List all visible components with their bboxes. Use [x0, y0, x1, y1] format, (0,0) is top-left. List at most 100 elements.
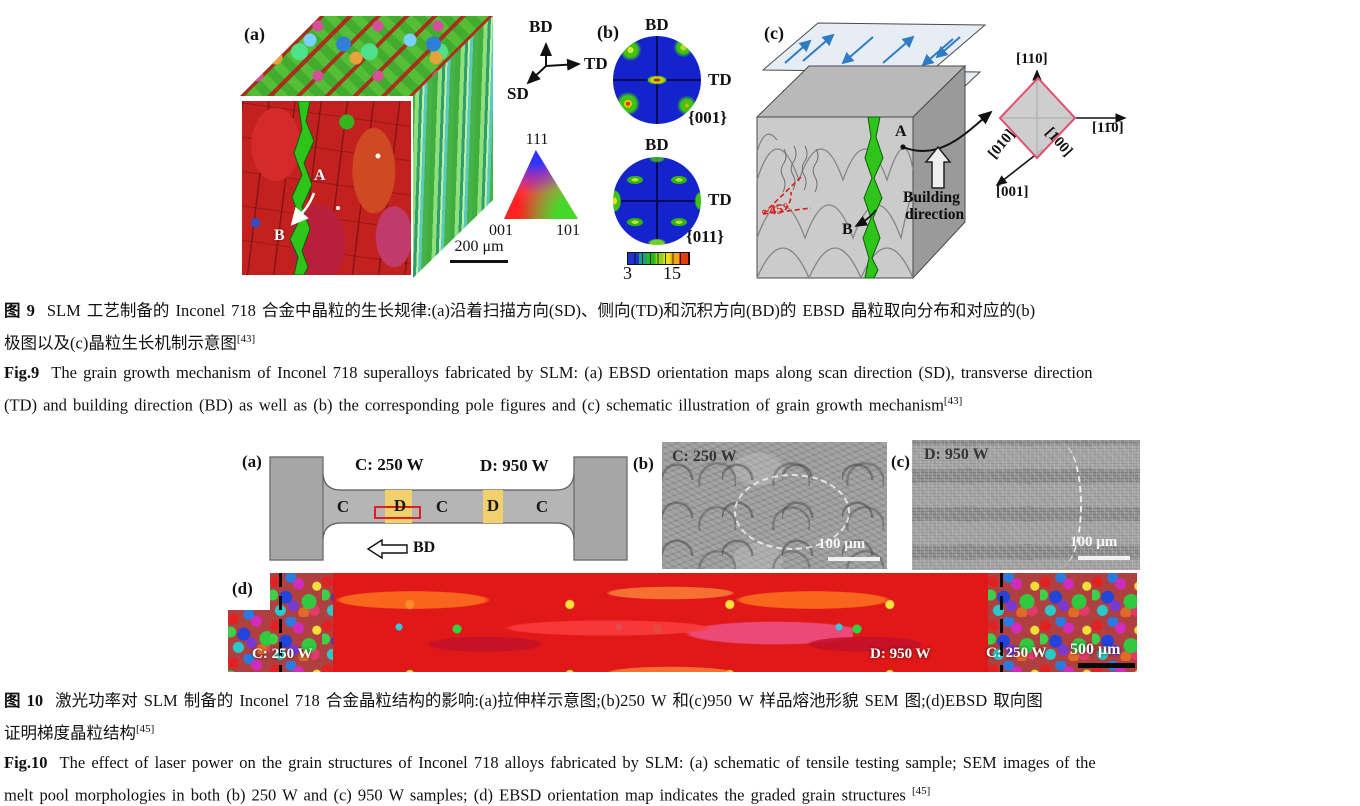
cube-front — [756, 116, 914, 279]
sem-250w-tag: C: 250 W — [672, 448, 737, 465]
dendrite-squiggles — [780, 145, 819, 193]
sem-950w-scale-bar — [1078, 556, 1130, 560]
caption10-en-line2: melt pool morphologies in both (b) 250 W… — [4, 784, 931, 805]
melt-pool-dashed-outline — [734, 474, 850, 550]
power-band-d2 — [483, 490, 503, 523]
right-grip — [573, 456, 628, 561]
colorbar-max: 15 — [663, 263, 681, 283]
svg-text:C: C — [436, 497, 448, 516]
strip-scale-label: 500 μm — [1070, 641, 1121, 658]
segment-letters: C D C D C — [337, 496, 548, 516]
fig10-panel-d-label: (d) — [232, 579, 253, 598]
pf2-bd-label: BD — [645, 135, 669, 154]
axis-bd-label: BD — [529, 17, 553, 36]
white-speck — [336, 206, 340, 210]
sem-image-950w: D: 950 W 100 μm — [912, 440, 1140, 570]
strip-scale-bar — [1078, 663, 1135, 668]
pf2-plane-label: {011} — [686, 227, 724, 246]
ebsd-region-box — [374, 506, 421, 519]
rotated-unit-cell — [998, 76, 1077, 160]
figure-10-caption: 图 10 激光功率对 SLM 制备的 Inconel 718 合金晶粒结构的影响:… — [4, 686, 1356, 806]
ipf-111-label: 111 — [525, 131, 549, 148]
tensile-sample-schematic: C D C D C — [269, 456, 628, 561]
pf2-td-label: TD — [708, 190, 732, 209]
fig10-panel-b-label: (b) — [633, 454, 654, 473]
grain-b-label-c: B — [842, 221, 853, 238]
angle-45-lines — [762, 175, 812, 215]
grain-a-label: A — [314, 167, 326, 184]
sem-950w-tag: D: 950 W — [924, 446, 989, 463]
axis-indicator — [526, 42, 581, 85]
a-to-b-arrow — [290, 192, 316, 226]
ipf-001-label: 001 — [489, 222, 513, 239]
left-grip — [269, 456, 324, 561]
fig10-panel-c-label: (c) — [891, 452, 910, 471]
melt-pool-dashed-curve — [1040, 443, 1082, 567]
boundary-dashed-line-left — [279, 573, 282, 672]
pf1-bd-label: BD — [645, 15, 669, 34]
strip-right-tag: C: 250 W — [986, 645, 1047, 661]
reference-45: [45] — [911, 784, 931, 797]
grain-a-label-c: A — [895, 123, 907, 140]
legend-d-950w: D: 950 W — [480, 456, 549, 475]
legend-c-250w: C: 250 W — [355, 455, 424, 474]
ipf-101-label: 101 — [556, 222, 580, 239]
ebsd-cube-front-inset: A B — [240, 99, 413, 277]
bd-label: BD — [413, 539, 436, 556]
ebsd-strip-left-block — [228, 610, 270, 672]
bd-arrow — [366, 538, 408, 560]
sem-image-250w: C: 250 W 100 μm — [662, 442, 887, 569]
ipf-color-triangle — [504, 150, 578, 219]
svg-text:C: C — [536, 497, 548, 516]
colorbar-min: 3 — [623, 263, 632, 283]
caption9-zh-line1: 图 9 SLM 工艺制备的 Inconel 718 合金中晶粒的生长规律:(a)沿… — [4, 301, 1036, 320]
svg-text:D: D — [394, 496, 406, 515]
reference-45: [45] — [136, 723, 155, 735]
strip-center-tag: D: 950 W — [870, 646, 931, 662]
fig9-panel-b-label: (b) — [597, 22, 619, 42]
columnar-grain-band — [862, 116, 884, 279]
grain-growth-cube — [755, 64, 993, 280]
sem-950w-scale-label: 100 μm — [1070, 534, 1118, 550]
strip-right-fine-grains — [988, 573, 1137, 672]
green-grain-band — [289, 101, 315, 275]
caption9-zh-label: 图 9 — [4, 301, 35, 320]
fig10-panel-a-label: (a) — [242, 452, 262, 471]
caption9-zh-line2: 极图以及(c)晶粒生长机制示意图[43] — [4, 333, 256, 353]
caption10-en-label: Fig.10 — [4, 752, 48, 772]
caption10-zh-label: 图 10 — [4, 691, 44, 710]
dogbone-outline — [269, 456, 628, 561]
crystal-001-label: [001] — [996, 184, 1029, 200]
building-direction-arrow — [924, 145, 952, 189]
caption9-en-line1: Fig.9 The grain growth mechanism of Incon… — [4, 362, 1093, 382]
caption9-en-line2: (TD) and building direction (BD) as well… — [4, 394, 963, 415]
pf1-plane-label: {001} — [688, 108, 727, 127]
boundary-dashed-line-right — [1000, 573, 1003, 672]
svg-text:C: C — [337, 497, 349, 516]
pf1-td-label: TD — [708, 70, 732, 89]
building-direction-line2: direction — [905, 206, 965, 223]
building-direction-line1: Building — [903, 189, 960, 206]
ebsd-strip: C: 250 W D: 950 W C: 250 W 500 μm — [252, 573, 1137, 672]
fig9-scalebar-label: 200 μm — [454, 238, 504, 255]
fig9-scalebar — [450, 260, 508, 263]
caption9-en-label: Fig.9 — [4, 362, 40, 382]
axis-td-label: TD — [584, 54, 608, 73]
figure-9-caption: 图 9 SLM 工艺制备的 Inconel 718 合金中晶粒的生长规律:(a)沿… — [4, 296, 1356, 419]
caption10-zh-line1: 图 10 激光功率对 SLM 制备的 Inconel 718 合金晶粒结构的影响:… — [4, 691, 1043, 710]
crystal-110-label: [110] — [1016, 51, 1048, 67]
grain-b-label: B — [274, 227, 285, 244]
fig9-panel-a-label: (a) — [244, 24, 265, 44]
sem-250w-scale-label: 100 μm — [818, 536, 866, 552]
reference-43: [43] — [236, 333, 256, 345]
grain-b-arrow — [854, 209, 877, 227]
strip-center-coarse-grains — [333, 573, 988, 672]
fig9-panel-c-label: (c) — [764, 23, 784, 43]
axis-sd-label: SD — [507, 84, 529, 103]
crystal-orientation-diagram — [995, 69, 1127, 186]
caption10-en-line1: Fig.10 The effect of laser power on the g… — [4, 752, 1096, 772]
white-speck — [375, 153, 381, 159]
pole-figure-011 — [613, 157, 701, 245]
pole-figure-001 — [613, 36, 701, 124]
